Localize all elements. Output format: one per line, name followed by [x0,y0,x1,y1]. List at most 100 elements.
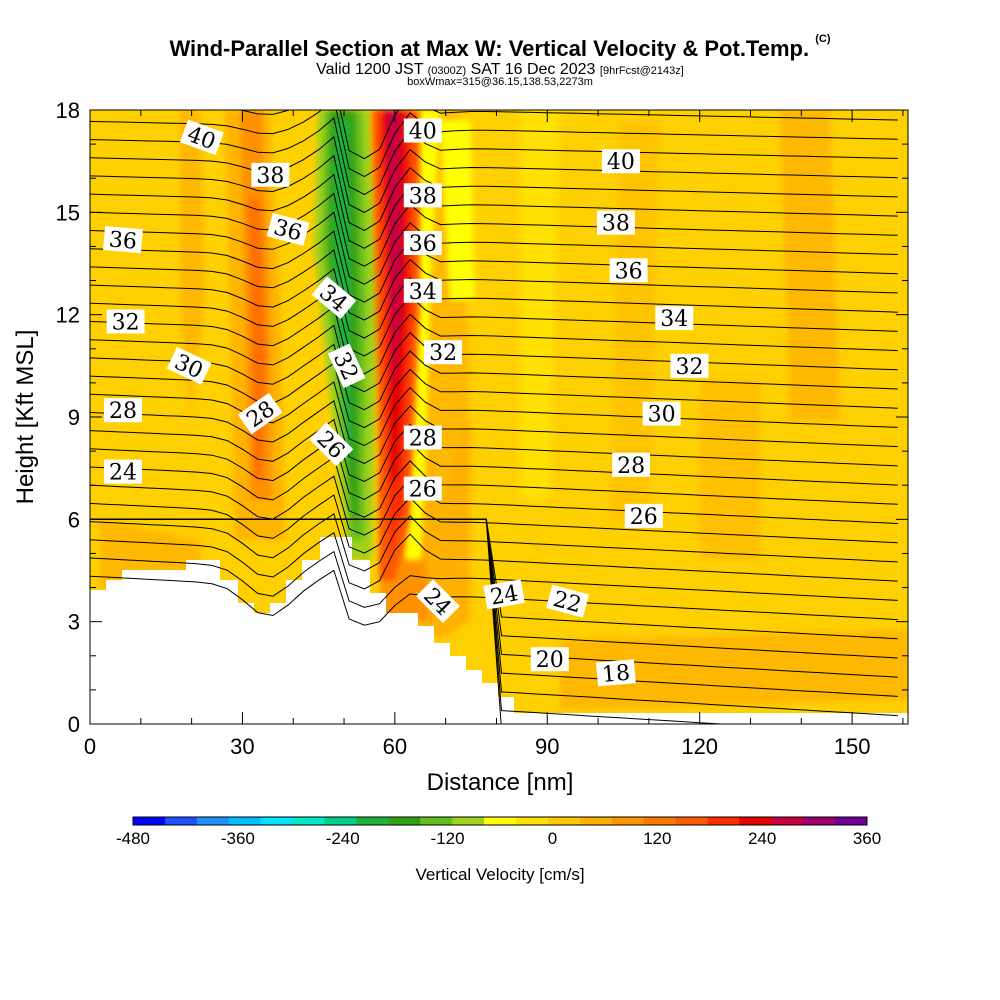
theta-contour-label: 40 [179,119,224,155]
colorbar-tick-label: -240 [326,829,360,848]
theta-contour-line [90,154,898,231]
theta-contour-line [90,399,898,464]
colorbar-swatch [324,817,357,825]
theta-contour-label-text: 34 [409,280,437,305]
theta-contour-line [90,362,898,429]
x-tick-label: 120 [681,734,718,759]
theta-contour-line [90,343,898,411]
colorbar-tick-label: 120 [643,829,671,848]
theta-contour-line [90,518,898,640]
colorbar-swatch [643,817,677,825]
y-tick-label: 3 [68,610,80,635]
title-mark: (C) [815,32,831,45]
colorbar-tick-label: -360 [221,829,255,848]
theta-contour-label: 32 [424,340,463,366]
theta-contour-line [90,550,898,608]
theta-contour-label-text: 36 [615,259,643,284]
theta-contour-line [90,475,898,536]
theta-contour-label-text: 30 [648,403,676,428]
colorbar-swatch [260,817,294,825]
theta-contour-label-text: 28 [617,454,645,479]
theta-contour-label-text: 32 [676,355,704,380]
colorbar-swatch [675,817,708,825]
theta-contour-line [90,192,898,267]
theta-contour-label: 40 [601,149,640,175]
x-axis-label: Distance [nm] [427,769,574,796]
colorbar-swatch [133,817,166,825]
theta-contour-label: 36 [403,231,442,257]
theta-contour-label: 36 [103,225,143,255]
colorbar-tick-label: 360 [853,829,881,848]
theta-contour-label-text: 20 [536,648,564,673]
theta-contour-line [90,268,898,339]
theta-contour-line [90,531,898,590]
theta-contour-line [90,494,898,554]
colorbar-swatch [420,817,453,825]
y-tick-label: 15 [56,200,80,225]
theta-contour-label: 26 [624,503,663,530]
colorbar-swatch [515,817,549,825]
colorbar-swatch [356,817,389,825]
theta-contour-line [90,173,898,249]
theta-contour-line [90,437,898,500]
colorbar-tick-label: -480 [116,829,150,848]
theta-contour-label-text: 38 [256,164,284,189]
colorbar-swatch [452,817,485,825]
theta-contour-label: 26 [403,476,442,503]
theta-contour-label-text: 18 [601,661,631,688]
colorbar-swatch [292,817,325,825]
theta-contour-line [90,211,898,285]
chart-subtitle-box: boxWmax=315@36.15,138.53,2273m [407,76,593,88]
theta-contour-label-text: 28 [109,399,137,424]
theta-contour-label: 24 [483,579,525,611]
theta-contour-label-text: 24 [109,461,137,486]
chart-title: Wind-Parallel Section at Max W: Vertical… [169,32,831,61]
colorbar-swatch [803,817,836,825]
colorbar-swatch [196,817,230,825]
theta-contour-line [90,117,898,196]
theta-contour-label-text: 24 [488,581,520,610]
theta-contour-label-text: 36 [108,227,138,254]
theta-contour-line [90,230,898,303]
theta-contour-label: 34 [403,278,442,305]
theta-contour-label: 24 [104,459,142,486]
theta-contour-label-text: 26 [630,505,658,530]
x-tick-label: 30 [230,734,254,759]
colorbar-label: Vertical Velocity [cm/s] [415,865,584,884]
theta-contour-line [90,286,898,357]
theta-contour-label: 36 [266,212,310,247]
theta-contour-label: 28 [612,452,651,479]
colorbar: -480 -360 -240 -120 0 120 240 360 [116,816,881,848]
theta-contour-label-text: 34 [660,307,688,332]
theta-contour-label: 32 [327,343,366,389]
theta-contour-label: 20 [530,647,569,673]
theta-contour-label: 40 [403,118,442,145]
colorbar-tick-label: -120 [431,829,465,848]
theta-contour-line [237,110,898,160]
colorbar-swatch [739,817,772,825]
theta-contour-label: 32 [106,309,145,336]
terrain-mask [90,537,908,724]
theta-contour-line [90,324,898,393]
y-tick-label: 9 [68,405,80,430]
theta-contour-line [90,418,898,482]
colorbar-swatch [611,817,645,825]
colorbar-swatch [707,817,740,825]
x-tick-label: 90 [535,734,559,759]
theta-contour-line [90,135,898,214]
theta-contour-label-text: 28 [409,427,437,452]
y-tick-label: 12 [56,303,80,328]
theta-contour-label-text: 32 [429,341,457,366]
colorbar-tick-label: 240 [748,829,776,848]
theta-contour-line [90,249,898,321]
theta-contour-label: 28 [104,398,142,424]
colorbar-swatch [164,817,198,825]
x-tick-label: 150 [834,734,871,759]
x-tick-label: 60 [383,734,407,759]
colorbar-swatch [388,817,421,825]
colorbar-swatch [579,817,613,825]
theta-contour-line [90,456,898,518]
